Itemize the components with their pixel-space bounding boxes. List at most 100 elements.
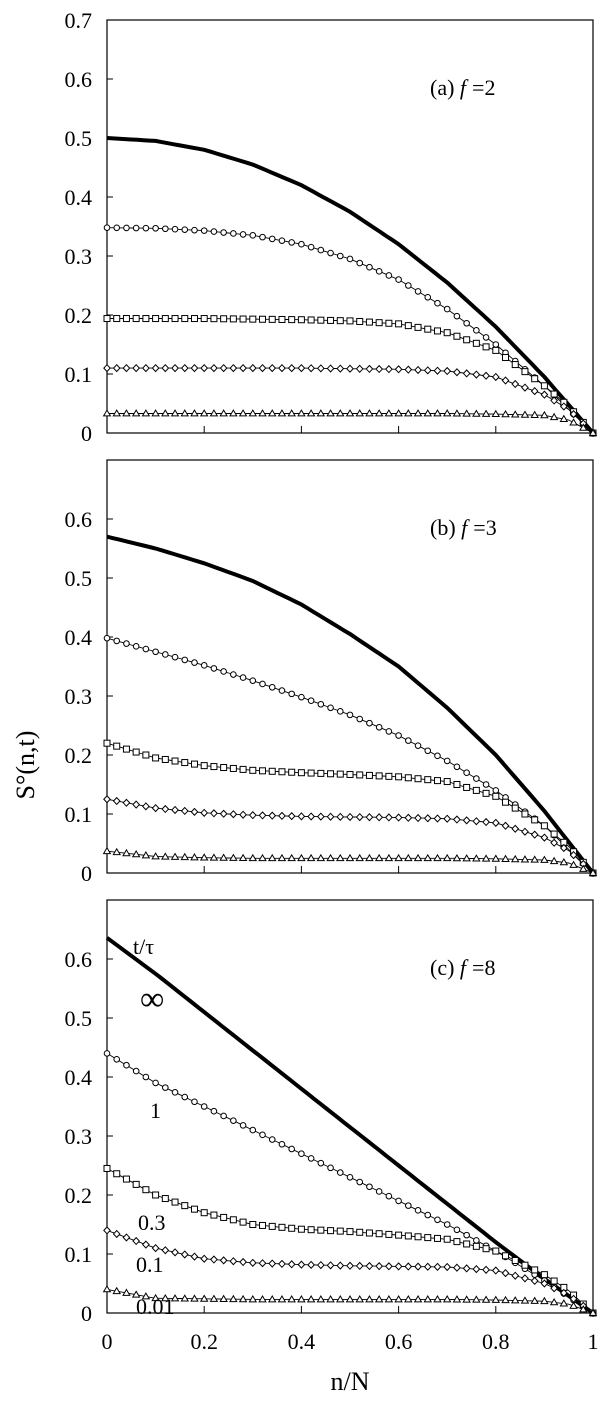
diamond-marker [521,383,529,392]
circle-marker [307,697,315,705]
square-marker [385,319,393,327]
triangle-marker [336,1295,345,1303]
diamond-marker [210,363,218,373]
square-marker [249,315,257,323]
triangle-marker [413,1295,423,1303]
diamond-marker [258,1259,267,1268]
square-marker [142,315,150,323]
triangle-marker [579,1305,588,1313]
triangle-marker [316,409,326,417]
diamond-marker [472,370,481,379]
diamond-marker [132,363,141,373]
triangle-marker [316,1295,326,1303]
circle-marker [181,656,189,664]
triangle-marker [151,409,160,417]
circle-marker [259,233,266,241]
diamond-marker [559,843,568,853]
square-marker [395,773,403,781]
triangle-marker [472,409,481,417]
triangle-marker [491,409,501,418]
triangle-marker [374,409,384,417]
series-t-0.3 [103,315,597,437]
square-marker [171,1198,179,1206]
circle-marker [492,341,500,348]
triangle-marker [170,852,180,860]
triangle-marker [404,409,413,417]
circle-marker [375,1188,383,1195]
circle-marker [356,259,364,267]
triangle-marker [229,409,238,417]
triangle-marker [481,409,491,417]
square-marker [171,315,179,323]
diamond-marker [141,802,150,811]
square-marker [229,315,237,323]
circle-marker [132,224,140,232]
triangle-marker [520,1296,530,1304]
triangle-marker [501,1295,510,1304]
square-marker [161,315,169,323]
square-marker [492,792,500,800]
circle-marker [473,775,480,782]
triangle-marker [180,1294,190,1302]
diamond-marker [326,812,335,821]
square-marker [249,766,257,774]
diamond-marker [540,390,549,399]
diamond-marker [326,364,335,373]
square-marker [122,1175,130,1183]
diamond-marker [365,813,374,822]
triangle-marker [180,852,190,861]
triangle-marker [287,409,296,417]
series-t-0.3 [103,739,597,877]
square-marker [472,1242,480,1250]
circle-marker [239,674,247,681]
circle-marker [220,229,227,236]
diamond-marker [112,1229,121,1239]
triangle-marker [102,1285,112,1293]
triangle-marker [199,1294,209,1302]
square-marker [511,804,519,812]
circle-marker [336,1169,344,1176]
triangle-marker [112,409,121,417]
y-tick-label: 0.2 [65,1183,93,1208]
circle-marker [375,268,383,275]
triangle-marker [510,854,520,863]
square-marker [259,767,267,775]
triangle-marker [141,409,151,417]
y-tick-label: 0.5 [65,1006,93,1031]
square-marker [502,353,510,361]
square-marker [171,757,179,765]
triangle-marker [588,428,598,436]
diamond-marker [482,1265,490,1274]
triangle-marker [229,1294,238,1303]
panel-b: 0 0.1 0.2 0.3 0.4 0.5 0.6 (b) f =3 [65,459,598,886]
diamond-marker [307,364,316,373]
circle-marker [123,1061,130,1069]
series-t-0.3 [103,1164,597,1317]
triangle-marker [501,409,510,418]
triangle-marker [394,853,403,862]
square-marker [103,315,111,323]
square-marker [307,769,315,777]
circle-marker [191,1098,198,1106]
triangle-marker [131,409,141,417]
triangle-marker [190,1294,199,1302]
circle-marker [103,634,111,642]
diamond-marker [122,363,131,373]
square-marker [200,762,208,770]
triangle-marker [462,854,471,862]
triangle-marker [510,1296,520,1304]
square-marker [210,763,218,771]
square-marker [297,1225,305,1233]
square-marker [152,315,160,323]
x-tick-label: 0 [102,1329,113,1354]
circle-marker [424,294,432,301]
square-marker [502,1252,510,1260]
series-t-∞ [106,534,595,875]
triangle-marker [122,409,131,417]
circle-marker [152,648,159,656]
diamond-marker [472,1264,481,1274]
triangle-marker [433,1295,442,1303]
triangle-marker [199,853,209,861]
square-marker [268,1222,276,1230]
series-line [106,1053,594,1314]
